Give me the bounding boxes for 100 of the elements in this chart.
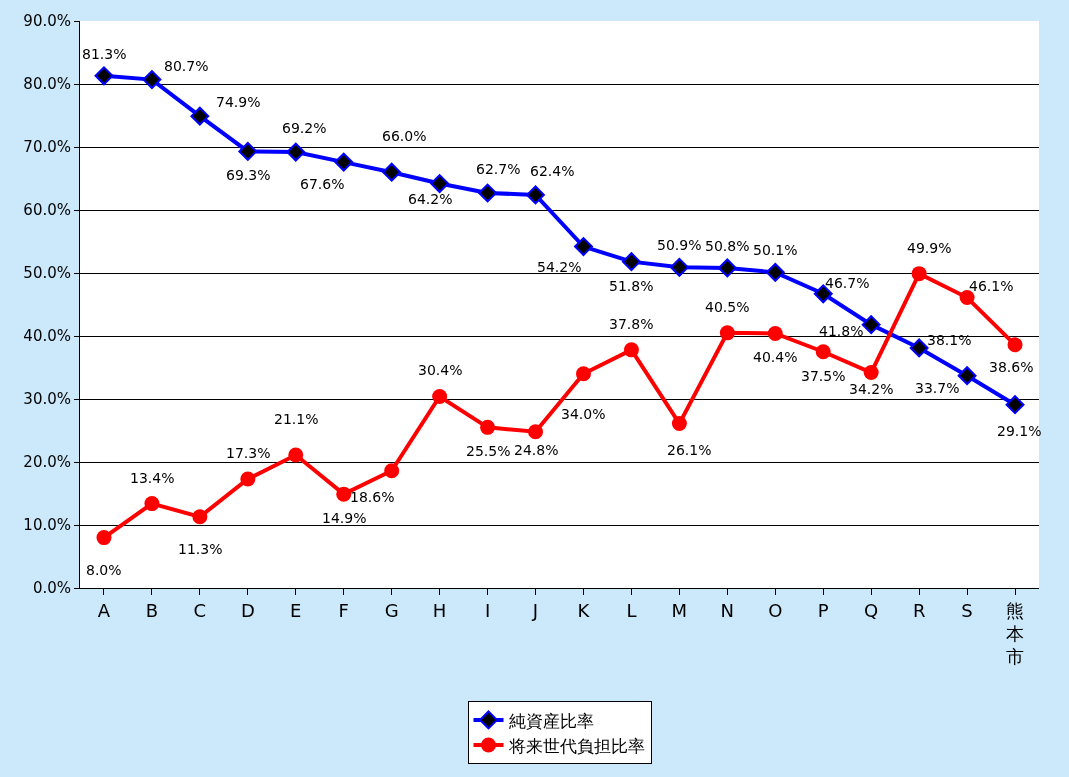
data-label: 11.3%: [178, 541, 223, 557]
y-tick-label: 70.0%: [23, 138, 71, 157]
x-tick-label: H: [432, 599, 447, 621]
data-label: 46.1%: [969, 278, 1014, 294]
point: [959, 290, 975, 306]
point: [669, 257, 689, 277]
data-label: 62.4%: [530, 163, 575, 179]
x-tick-label: N: [720, 599, 735, 621]
x-tick-label: O: [768, 599, 783, 621]
data-label: 40.5%: [705, 299, 750, 315]
point: [957, 366, 977, 386]
data-label: 13.4%: [130, 470, 175, 486]
point: [336, 486, 352, 502]
x-tick-label: I: [484, 599, 491, 621]
data-label: 29.1%: [997, 423, 1042, 439]
point: [671, 416, 687, 432]
data-label: 34.0%: [561, 406, 606, 422]
point: [1005, 395, 1025, 415]
data-label: 46.7%: [825, 275, 870, 291]
data-label: 18.6%: [350, 489, 395, 505]
y-tick-label: 30.0%: [23, 390, 71, 409]
data-label: 51.8%: [609, 278, 654, 294]
point: [240, 471, 256, 487]
data-label: 81.3%: [82, 46, 127, 62]
data-label: 30.4%: [418, 362, 463, 378]
data-label: 34.2%: [849, 381, 894, 397]
point: [815, 344, 831, 360]
point: [478, 183, 498, 203]
legend-label: 将来世代負担比率: [507, 735, 645, 756]
x-tick-label: M: [671, 599, 688, 621]
point: [623, 342, 639, 358]
data-label: 67.6%: [300, 176, 345, 192]
point: [621, 252, 641, 272]
data-label: 74.9%: [216, 94, 261, 110]
data-label: 8.0%: [86, 562, 122, 578]
point: [288, 447, 304, 463]
point: [142, 70, 162, 90]
point: [717, 258, 737, 278]
x-tick-label: K: [577, 599, 591, 621]
x-tick-label: Q: [864, 599, 879, 621]
data-label: 25.5%: [466, 443, 511, 459]
data-label: 37.5%: [801, 368, 846, 384]
point: [192, 509, 208, 525]
data-label: 17.3%: [226, 445, 271, 461]
y-tick-label: 50.0%: [23, 264, 71, 283]
data-label: 26.1%: [667, 442, 712, 458]
point: [430, 174, 450, 193]
data-label: 50.9%: [657, 237, 702, 253]
point: [96, 530, 112, 546]
point: [909, 338, 929, 358]
data-label: 24.8%: [514, 442, 559, 458]
point: [94, 66, 114, 86]
y-tick-label: 90.0%: [23, 12, 71, 31]
y-tick-label: 0.0%: [32, 579, 71, 598]
y-tick-label: 10.0%: [23, 516, 71, 535]
data-label: 41.8%: [819, 323, 864, 339]
data-label: 14.9%: [322, 510, 367, 526]
data-label: 54.2%: [537, 259, 582, 275]
x-tick-label: D: [240, 599, 255, 621]
point: [480, 419, 496, 435]
data-label: 50.1%: [753, 242, 798, 258]
y-tick-label: 20.0%: [23, 453, 71, 472]
point: [382, 162, 402, 182]
point: [863, 365, 879, 381]
y-tick-label: 40.0%: [23, 327, 71, 346]
x-tick-label: A: [97, 599, 111, 621]
x-tick-label: L: [626, 599, 637, 621]
point: [334, 152, 354, 172]
point: [238, 141, 258, 161]
data-label: 40.4%: [753, 349, 798, 365]
x-tick-label: P: [817, 599, 829, 621]
point: [574, 237, 593, 256]
x-tick-label: E: [290, 599, 302, 621]
x-tick-label: G: [384, 599, 399, 621]
data-label: 21.1%: [274, 411, 319, 427]
x-tick-label: R: [912, 599, 926, 621]
data-label: 38.6%: [989, 359, 1034, 375]
data-label: 37.8%: [609, 316, 654, 332]
x-tick-label: B: [145, 599, 159, 621]
point: [432, 388, 448, 404]
data-label: 69.2%: [282, 120, 327, 136]
x-tick-label: S: [961, 599, 973, 621]
data-label: 66.0%: [382, 128, 427, 144]
legend-label: 純資産比率: [508, 710, 594, 731]
point: [1007, 337, 1023, 353]
data-label: 50.8%: [705, 238, 750, 254]
point: [575, 366, 591, 382]
data-label: 33.7%: [915, 380, 960, 396]
point: [144, 496, 160, 512]
point: [765, 262, 785, 282]
point: [384, 463, 400, 479]
x-tick-label: C: [193, 599, 207, 621]
data-label: 80.7%: [164, 58, 209, 74]
data-label: 62.7%: [476, 161, 521, 177]
point: [190, 106, 210, 126]
point: [719, 325, 735, 341]
data-label: 69.3%: [226, 167, 271, 183]
data-label: 49.9%: [907, 240, 952, 256]
point: [526, 185, 545, 205]
point: [767, 325, 783, 341]
